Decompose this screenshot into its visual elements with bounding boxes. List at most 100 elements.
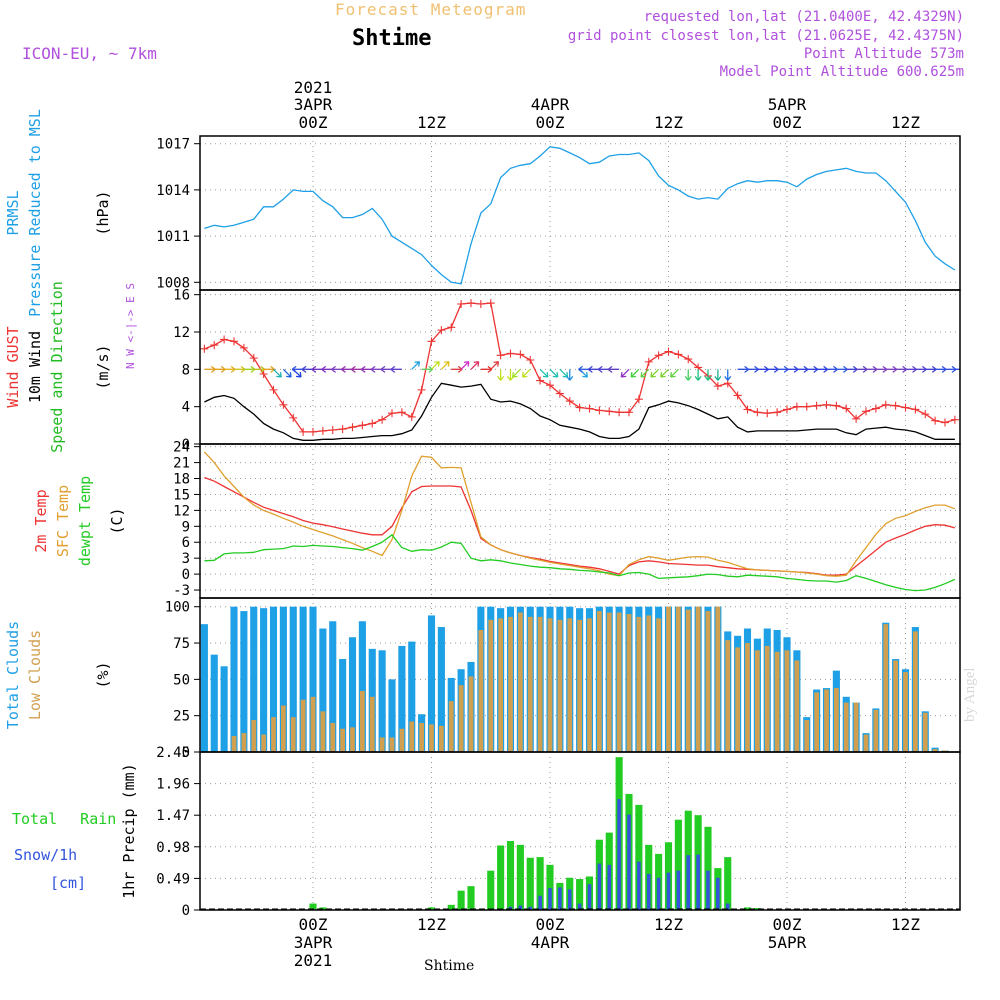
wind-direction-arrow (380, 365, 392, 373)
gust-marker (407, 412, 416, 421)
gust-marker (417, 385, 426, 394)
bar-snow (676, 870, 681, 910)
panel-data (0, 606, 949, 752)
bar-total-clouds (0, 751, 7, 752)
bar-low-clouds (300, 699, 306, 752)
gust-marker (911, 405, 920, 414)
y-tick-label: 16 (173, 288, 190, 304)
bar-low-clouds (399, 728, 405, 752)
grid-coordinates: grid point closest lon,lat (21.0625E, 42… (567, 28, 964, 44)
bar-low-clouds (468, 676, 474, 752)
gust-marker (743, 405, 752, 414)
bar-snow (577, 903, 582, 910)
gust-marker (269, 385, 278, 394)
bar-low-clouds (656, 618, 661, 752)
bar-low-clouds (804, 720, 810, 752)
wind-direction-arrow (549, 368, 559, 378)
y-tick-label: 24 (173, 440, 190, 456)
axis-label: Total Rain (12, 810, 116, 828)
panel-2 (194, 289, 961, 445)
gust-marker (447, 323, 456, 332)
gust-marker (832, 401, 841, 410)
footer-location: Shtime (424, 958, 475, 974)
y-tick-label: 15 (173, 487, 190, 503)
axis-label: Total Clouds (4, 621, 22, 729)
y-tick-label: 1.96 (156, 777, 190, 793)
requested-coordinates: requested lon,lat (21.0400E, 42.4329N) (643, 9, 964, 25)
y-tick-label: 100 (165, 600, 190, 616)
bar-low-clouds (636, 616, 642, 752)
wind-direction-arrow (630, 368, 640, 378)
bottom-date-label: 12Z (417, 915, 446, 934)
wind-direction-arrow (836, 365, 848, 373)
bar-low-clouds (350, 727, 355, 752)
axis-label: SFC Temp (54, 485, 72, 557)
y-tick-label: 8 (182, 362, 190, 378)
unit-label: (%) (94, 661, 112, 688)
wind-direction-arrow (607, 365, 620, 373)
gust-marker (822, 400, 831, 409)
bar-total-clouds (329, 621, 337, 752)
wind-direction-arrow (737, 365, 750, 373)
bar-total-clouds (191, 678, 198, 752)
wind-direction-arrow (341, 365, 353, 373)
series-line-2m-temp (204, 476, 956, 576)
bottom-date-label: 4APR (531, 933, 570, 952)
bar-total-clouds (289, 606, 297, 752)
wind-direction-arrow (470, 360, 480, 370)
bar-low-clouds (251, 720, 257, 752)
wind-direction-arrow (512, 368, 521, 378)
gust-marker (842, 404, 851, 413)
axis-label: Low Clouds (26, 630, 44, 720)
bar-low-clouds (764, 645, 770, 752)
wind-direction-arrow (925, 365, 937, 373)
bar-low-clouds (290, 717, 296, 752)
wind-direction-arrow (777, 365, 789, 373)
y-tick-label: 0 (182, 903, 190, 919)
bar-rain (427, 907, 436, 910)
bar-low-clouds (626, 613, 632, 752)
bar-low-clouds (863, 734, 869, 752)
wind-direction-arrow (539, 368, 549, 378)
bar-rain (506, 840, 515, 910)
gust-marker (427, 337, 436, 346)
wind-direction-arrow (640, 368, 650, 378)
wind-direction-arrow (521, 368, 531, 378)
gust-marker (723, 379, 732, 388)
y-tick-label: 21 (173, 456, 190, 472)
y-tick-label: 1.47 (156, 808, 190, 824)
bar-low-clouds (0, 751, 5, 752)
bar-low-clouds (429, 724, 434, 752)
gust-marker (526, 356, 535, 364)
bar-low-clouds (814, 692, 819, 752)
wind-direction-arrow (684, 369, 692, 381)
wind-direction-arrow (370, 365, 383, 373)
bar-total-clouds (398, 645, 406, 752)
gust-marker (644, 357, 653, 366)
y-tick-label: -3 (173, 583, 190, 599)
bar-low-clouds (616, 612, 622, 752)
bar-snow (607, 864, 612, 910)
wind-direction-arrow (440, 360, 450, 370)
wind-direction-arrow (350, 365, 363, 373)
bar-rain (447, 904, 455, 910)
bar-low-clouds (419, 722, 424, 752)
bar-low-clouds (725, 640, 731, 752)
wind-direction-arrow (559, 368, 569, 378)
bar-low-clouds (409, 721, 415, 752)
gust-marker (615, 408, 624, 417)
gust-marker (753, 408, 762, 417)
bar-rain (753, 908, 761, 910)
bar-total-clouds (427, 615, 436, 752)
bar-low-clouds (755, 650, 760, 752)
unit-label: (C) (108, 507, 126, 534)
gust-marker (368, 419, 377, 428)
bar-rain (467, 886, 475, 910)
gust-marker (950, 415, 959, 424)
gust-marker (318, 426, 327, 435)
wind-direction-arrow (787, 365, 799, 373)
bar-low-clouds (676, 606, 681, 752)
gust-marker (634, 395, 643, 404)
bar-low-clouds (439, 725, 444, 752)
